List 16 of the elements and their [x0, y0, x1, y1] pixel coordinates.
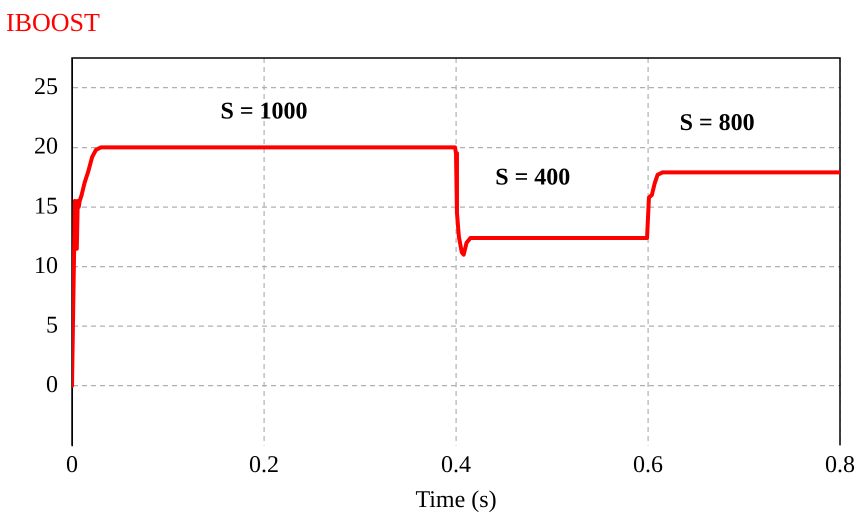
y-tick-label: 5	[46, 312, 58, 338]
annotation: S = 1000	[220, 98, 308, 124]
y-tick-label: 0	[46, 372, 58, 398]
y-tick-label: 15	[34, 193, 58, 220]
annotation: S = 400	[495, 164, 570, 190]
x-tick-label: 0.2	[249, 452, 279, 478]
y-tick-label: 25	[34, 74, 58, 100]
y-tick-label: 10	[34, 252, 58, 279]
annotation: S = 800	[680, 110, 755, 136]
y-tick-label: 20	[34, 134, 58, 160]
x-tick-label: 0.8	[825, 452, 855, 478]
x-tick-label: 0.4	[441, 452, 471, 478]
x-axis-title: Time (s)	[415, 486, 497, 513]
x-tick-label: 0	[66, 452, 78, 478]
x-tick-label: 0.6	[633, 452, 663, 478]
chart-title: IBOOST	[6, 8, 100, 38]
